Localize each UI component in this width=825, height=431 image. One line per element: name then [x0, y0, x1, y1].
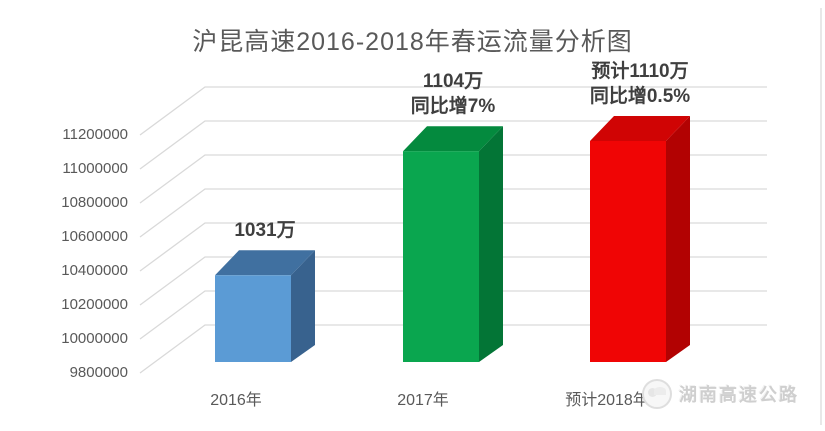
y-axis-tick-label: 10800000 [61, 194, 128, 211]
y-axis-tick-label: 10600000 [61, 228, 128, 245]
y-axis-tick-label: 10200000 [61, 296, 128, 313]
gridline [139, 120, 767, 170]
watermark: 湖南高速公路 [642, 379, 799, 409]
bar-data-label: 预计1110万 同比增0.5% [530, 59, 750, 109]
bar-data-label-line: 1031万 [234, 220, 296, 242]
x-axis-category-label: 2016年 [210, 392, 262, 409]
gridline [139, 324, 767, 374]
watermark-text: 湖南高速公路 [679, 385, 799, 405]
gridline [139, 86, 767, 136]
bar-top-face [403, 126, 503, 152]
bar-data-label: 1031万 [155, 218, 375, 243]
x-axis-category-label: 2017年 [397, 392, 449, 409]
gridline [139, 290, 767, 340]
bar-data-label-line: 1104万 [422, 71, 484, 93]
y-axis-tick-label: 10400000 [61, 262, 128, 279]
bar-side-face [666, 116, 690, 362]
bar-data-label: 1104万同比增7% [343, 69, 563, 119]
bar-front-face [590, 141, 666, 362]
y-axis-tick-label: 11200000 [62, 126, 128, 143]
bar-top-face [215, 250, 315, 276]
bar-front-face [403, 151, 479, 362]
bar-top-face [590, 116, 690, 141]
bar-data-label-line: 同比增0.5% [589, 86, 691, 107]
gridline [139, 256, 767, 306]
gridline [139, 154, 767, 204]
y-axis-tick-label: 9800000 [69, 364, 128, 381]
y-axis-tick-label: 10000000 [61, 330, 128, 347]
gridline [139, 188, 767, 238]
bar-data-label-line: 预计1110万 [591, 61, 689, 82]
bar-side-face [291, 250, 315, 362]
chart-title: 沪昆高速2016-2018年春运流量分析图 [192, 28, 633, 56]
x-axis-category-label: 预计2018年 [565, 392, 649, 409]
gridline [139, 222, 767, 272]
bar-side-face [479, 126, 503, 362]
y-axis-tick-label: 11000000 [62, 160, 128, 177]
bar-data-label-line: 同比增7% [410, 96, 496, 118]
bar-front-face [215, 275, 291, 362]
mascot-logo-icon [642, 379, 672, 409]
